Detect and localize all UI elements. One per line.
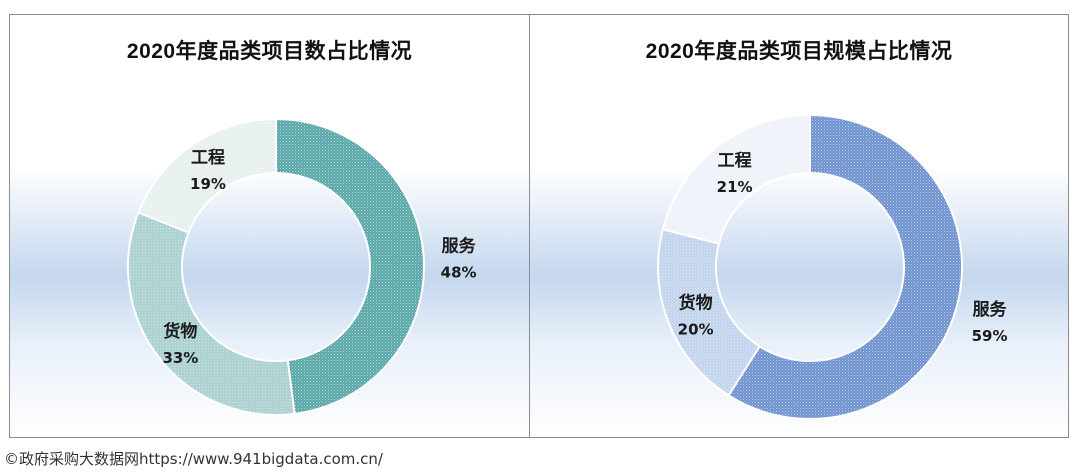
- chart-title: 2020年度品类项目规模占比情况: [645, 40, 953, 63]
- donut-slice-engineering: [661, 113, 811, 245]
- chart-title: 2020年度品类项目数占比情况: [126, 40, 413, 63]
- donut-slice-engineering: [137, 117, 277, 234]
- slice-value-label: 59%: [972, 327, 1008, 345]
- donut-slice-service: [275, 117, 425, 415]
- slice-label: 工程: [191, 148, 225, 168]
- slice-label: 工程: [718, 151, 752, 171]
- slice-label: 货物: [163, 321, 197, 342]
- slice-value-label: 21%: [717, 178, 753, 196]
- donut-slice-goods: [127, 211, 296, 416]
- slice-value-label: 48%: [441, 264, 477, 282]
- slice-value-label: 20%: [678, 320, 714, 338]
- source-note: ©政府采购大数据网https://www.941bigdata.com.cn/: [4, 450, 383, 468]
- panel-divider: [529, 15, 530, 437]
- chart-panel-scale: 2020年度品类项目规模占比情况 服务 59% 货物 20% 工程 21%: [530, 15, 1068, 437]
- chart-frame: 2020年度品类项目数占比情况 服务 48% 货物 33% 工程 19% 2020年度品类…: [9, 14, 1069, 438]
- slice-label: 货物: [679, 292, 713, 313]
- donut-chart-count: 服务 48% 货物 33% 工程 19%: [127, 117, 477, 416]
- chart-panel-count: 2020年度品类项目数占比情况 服务 48% 货物 33% 工程 19%: [10, 15, 529, 437]
- donut-slice-service: [727, 113, 963, 420]
- slice-value-label: 19%: [190, 175, 226, 193]
- slice-label: 服务: [442, 236, 477, 257]
- slice-value-label: 33%: [162, 349, 198, 367]
- donut-chart-scale: 服务 59% 货物 20% 工程 21%: [657, 113, 1008, 420]
- slice-label: 服务: [973, 299, 1008, 320]
